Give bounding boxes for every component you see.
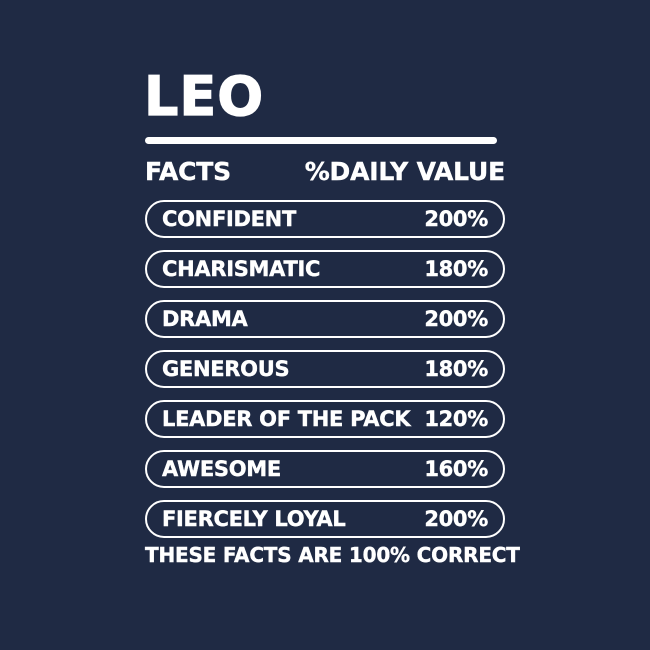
- footer-tagline: THESE FACTS ARE 100% CORRECT: [145, 543, 520, 567]
- fact-value: 180%: [424, 257, 488, 281]
- fact-row: LEADER OF THE PACK 120%: [145, 400, 505, 438]
- fact-value: 200%: [424, 307, 488, 331]
- fact-row: CHARISMATIC 180%: [145, 250, 505, 288]
- fact-row: FIERCELY LOYAL 200%: [145, 500, 505, 538]
- fact-label: AWESOME: [162, 457, 282, 481]
- fact-row: DRAMA 200%: [145, 300, 505, 338]
- fact-value: 160%: [424, 457, 488, 481]
- fact-value: 120%: [424, 407, 488, 431]
- daily-value-column-header: %DAILY VALUE: [304, 157, 505, 186]
- fact-label: GENEROUS: [162, 357, 290, 381]
- fact-rows: CONFIDENT 200% CHARISMATIC 180% DRAMA 20…: [145, 200, 505, 550]
- fact-label: FIERCELY LOYAL: [162, 507, 346, 531]
- fact-row: CONFIDENT 200%: [145, 200, 505, 238]
- zodiac-title: LEO: [143, 65, 265, 128]
- title-underline: [145, 137, 497, 144]
- fact-row: GENEROUS 180%: [145, 350, 505, 388]
- fact-label: DRAMA: [162, 307, 248, 331]
- fact-value: 180%: [424, 357, 488, 381]
- fact-value: 200%: [424, 207, 488, 231]
- facts-column-header: FACTS: [145, 157, 232, 186]
- fact-value: 200%: [424, 507, 488, 531]
- fact-label: CONFIDENT: [162, 207, 297, 231]
- fact-row: AWESOME 160%: [145, 450, 505, 488]
- fact-label: CHARISMATIC: [162, 257, 321, 281]
- column-headers: FACTS %DAILY VALUE: [145, 157, 506, 186]
- fact-label: LEADER OF THE PACK: [162, 407, 411, 431]
